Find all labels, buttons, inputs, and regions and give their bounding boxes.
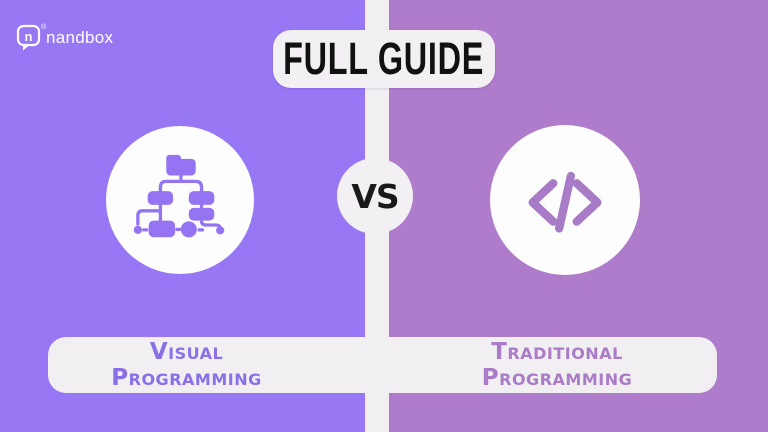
- logo-letter: n: [25, 29, 33, 44]
- traditional-programming-title-line1: Traditional: [491, 339, 623, 365]
- visual-programming-title-line1: Visual: [149, 339, 224, 365]
- traditional-programming-title-line2: Programming: [481, 365, 633, 391]
- brand-name: nandbox: [46, 28, 114, 47]
- speech-bubble-icon: n: [16, 24, 41, 51]
- code-icon: [528, 171, 602, 233]
- vs-label: VS: [351, 176, 399, 216]
- vs-circle: VS: [337, 158, 413, 234]
- traditional-programming-icon-circle: [490, 125, 640, 275]
- registered-mark: ®: [41, 23, 47, 31]
- visual-programming-icon-circle: [106, 126, 254, 274]
- flowchart-icon: [133, 154, 225, 238]
- traditional-programming-label-bar: Traditional Programming: [377, 337, 717, 393]
- visual-programming-title-line2: Programming: [111, 365, 262, 391]
- full-guide-badge-label: FULL GUIDE: [283, 33, 485, 84]
- visual-programming-label-bar: Visual Programming: [48, 337, 377, 393]
- nandbox-logo: n ® nandbox: [16, 23, 114, 51]
- full-guide-badge: FULL GUIDE: [273, 30, 495, 88]
